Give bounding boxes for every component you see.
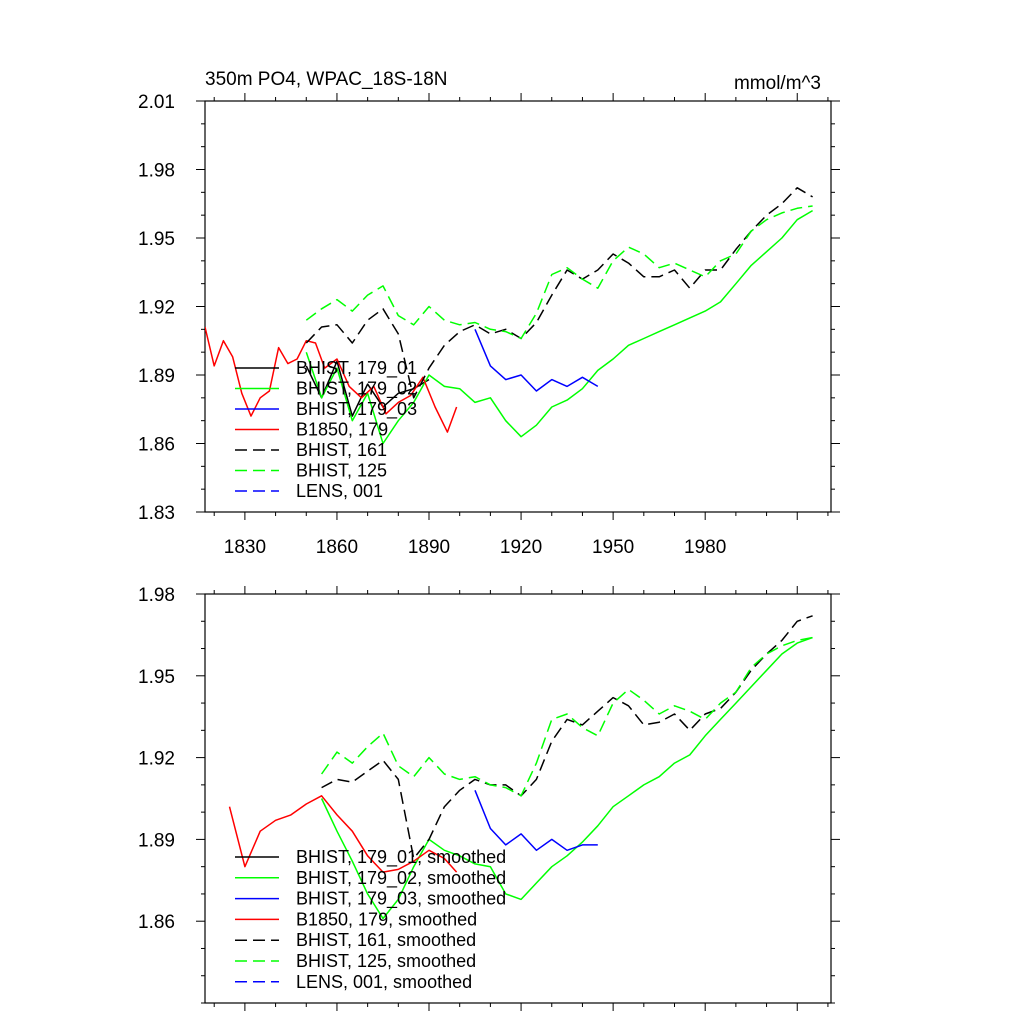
x-tick-label: 1950	[592, 537, 634, 558]
series-line-bhist-179-02-smoothed	[320, 636, 813, 920]
y-tick-label: 1.98	[138, 161, 175, 182]
legend-label: BHIST, 125	[296, 461, 387, 481]
y-tick-label: 1.89	[138, 366, 175, 387]
series-line-bhist-179-03-smoothed	[474, 790, 598, 852]
top-panel: 1830 1860 1890 1920 1950 1980 1.83 1.86 1.89 1.92…	[138, 69, 840, 558]
legend-label: BHIST, 179_03	[296, 399, 417, 420]
legend-label: BHIST, 179_01	[296, 358, 417, 379]
legend-label: BHIST, 179_02, smoothed	[296, 868, 506, 889]
y-tick-label: 1.98	[138, 585, 175, 606]
legend-label: BHIST, 161, smoothed	[296, 930, 476, 950]
series-line-b1850-179-smoothed	[228, 795, 458, 873]
y-tick-label: 1.89	[138, 830, 175, 851]
y-tick-label: 1.95	[138, 667, 175, 688]
series-line-bhist-179-01	[305, 360, 430, 417]
legend-label: BHIST, 179_01, smoothed	[296, 847, 506, 868]
x-tick-label: 1920	[500, 537, 542, 558]
plot-frame	[204, 593, 832, 1004]
legend-label: BHIST, 161	[296, 440, 387, 460]
legend-label: B1850, 179	[296, 420, 388, 440]
series-group	[205, 187, 813, 445]
series-line-b1850-179	[205, 326, 458, 433]
series-line-bhist-125	[305, 205, 813, 340]
series-line-bhist-161-smoothed	[321, 615, 813, 860]
x-tick-label: 1830	[224, 537, 266, 558]
x-tick-label: 1980	[684, 537, 726, 558]
y-tick-label: 2.01	[138, 92, 175, 113]
y-tick-label: 1.86	[138, 435, 175, 456]
x-tick-label: 1890	[408, 537, 450, 558]
units-label: mmol/m^3	[734, 73, 821, 94]
series-line-bhist-179-03	[474, 329, 599, 392]
legend-label: LENS, 001	[296, 481, 383, 501]
x-tick-label: 1860	[316, 537, 358, 558]
chart-title: 350m PO4, WPAC_18S-18N	[205, 69, 448, 90]
legend-label: BHIST, 179_02	[296, 379, 417, 400]
y-tick-label: 1.95	[138, 229, 175, 250]
series-line-bhist-161	[305, 187, 813, 399]
y-tick-label: 1.92	[138, 749, 175, 770]
legend-label: BHIST, 179_03, smoothed	[296, 889, 506, 910]
legend-label: B1850, 179, smoothed	[296, 909, 477, 929]
series-line-bhist-125-smoothed	[320, 636, 813, 797]
legend-label: BHIST, 125, smoothed	[296, 951, 476, 971]
bottom-panel: 1.86 1.89 1.92 1.95 1.98 BHIST, 179_01, smoot…	[138, 585, 840, 1011]
series-line-bhist-179-02	[305, 209, 813, 445]
legend-label: LENS, 001, smoothed	[296, 972, 472, 992]
y-tick-label: 1.92	[138, 298, 175, 319]
series-group	[228, 615, 813, 920]
y-tick-label: 1.83	[138, 503, 175, 524]
y-tick-label: 1.86	[138, 912, 175, 933]
